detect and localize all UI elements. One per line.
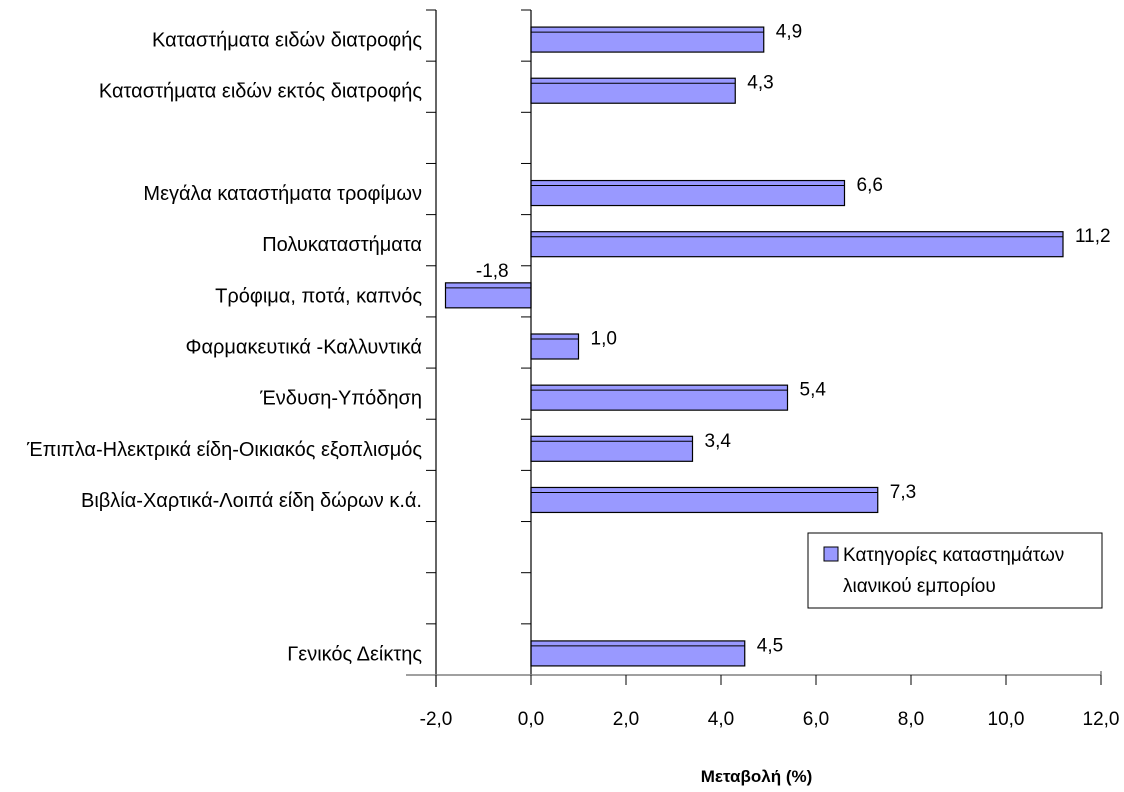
x-tick-label: 4,0 bbox=[708, 709, 734, 730]
x-tick-label: 10,0 bbox=[988, 709, 1025, 730]
bar bbox=[530, 435, 694, 462]
legend: Κατηγορίες καταστημάτων λιανικού εμπορίο… bbox=[807, 532, 1103, 609]
y-axis-ticks bbox=[426, 9, 531, 625]
data-label: 4,9 bbox=[776, 22, 802, 43]
x-tick-label: 0,0 bbox=[518, 709, 544, 730]
data-label: 1,0 bbox=[591, 329, 617, 350]
bar bbox=[530, 77, 736, 104]
bars bbox=[444, 26, 1064, 667]
data-label: 3,4 bbox=[705, 431, 732, 452]
legend-box bbox=[807, 532, 1103, 609]
x-tick-label: 8,0 bbox=[898, 709, 924, 730]
x-tick-label: 12,0 bbox=[1083, 709, 1120, 730]
data-label: 6,6 bbox=[857, 175, 883, 196]
category-label: Μεγάλα καταστήματα τροφίμων bbox=[143, 183, 422, 205]
data-label: 11,2 bbox=[1075, 226, 1111, 247]
category-label: Πολυκαταστήματα bbox=[262, 234, 422, 256]
bar bbox=[530, 640, 746, 667]
category-label: Καταστήματα ειδών εκτός διατροφής bbox=[99, 81, 422, 103]
data-label: 4,5 bbox=[757, 635, 783, 656]
category-label: Ένδυση-Υπόδηση bbox=[259, 388, 422, 410]
bar bbox=[530, 384, 789, 411]
x-tick-label: -2,0 bbox=[420, 709, 453, 730]
data-label: 4,3 bbox=[747, 73, 773, 94]
x-tick-label: 6,0 bbox=[803, 709, 829, 730]
x-tick-label: 2,0 bbox=[613, 709, 639, 730]
bar bbox=[530, 333, 580, 360]
bar bbox=[530, 486, 879, 514]
x-axis-title: Μεταβολή (%) bbox=[701, 767, 813, 786]
legend-swatch bbox=[823, 546, 839, 562]
category-label: Έπιπλα-Ηλεκτρικά είδη-Οικιακός εξοπλισμό… bbox=[26, 439, 422, 461]
data-labels: 4,9 4,3 6,6 11,2 -1,8 1,0 5,4 3,4 7,3 4,5 bbox=[476, 22, 1111, 657]
category-label: Καταστήματα ειδών διατροφής bbox=[152, 30, 422, 52]
bar bbox=[530, 179, 846, 207]
legend-entry-line-1: Κατηγορίες καταστημάτων bbox=[843, 545, 1064, 566]
legend-entry-line-2: λιανικού εμπορίου bbox=[843, 576, 996, 597]
category-label: Γενικός Δείκτης bbox=[287, 643, 422, 665]
bar bbox=[530, 26, 765, 53]
x-axis-ticks: -2,0 0,0 2,0 4,0 6,0 8,0 10,0 12,0 bbox=[420, 675, 1120, 730]
bar bbox=[530, 231, 1064, 258]
bar bbox=[444, 282, 532, 309]
category-label: Βιβλία-Χαρτικά-Λοιπά είδη δώρων κ.ά. bbox=[81, 490, 422, 512]
category-label: Τρόφιμα, ποτά, καπνός bbox=[215, 285, 422, 307]
data-label: 5,4 bbox=[800, 380, 827, 401]
category-labels: Καταστήματα ειδών διατροφής Καταστήματα ε… bbox=[26, 30, 422, 666]
category-label: Φαρμακευτικά -Καλλυντικά bbox=[186, 337, 423, 359]
data-label: 7,3 bbox=[890, 482, 916, 503]
data-label: -1,8 bbox=[476, 261, 509, 282]
